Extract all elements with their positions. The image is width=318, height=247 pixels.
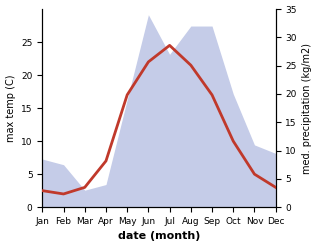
Y-axis label: med. precipitation (kg/m2): med. precipitation (kg/m2) xyxy=(302,43,313,174)
X-axis label: date (month): date (month) xyxy=(118,231,200,242)
Y-axis label: max temp (C): max temp (C) xyxy=(5,74,16,142)
